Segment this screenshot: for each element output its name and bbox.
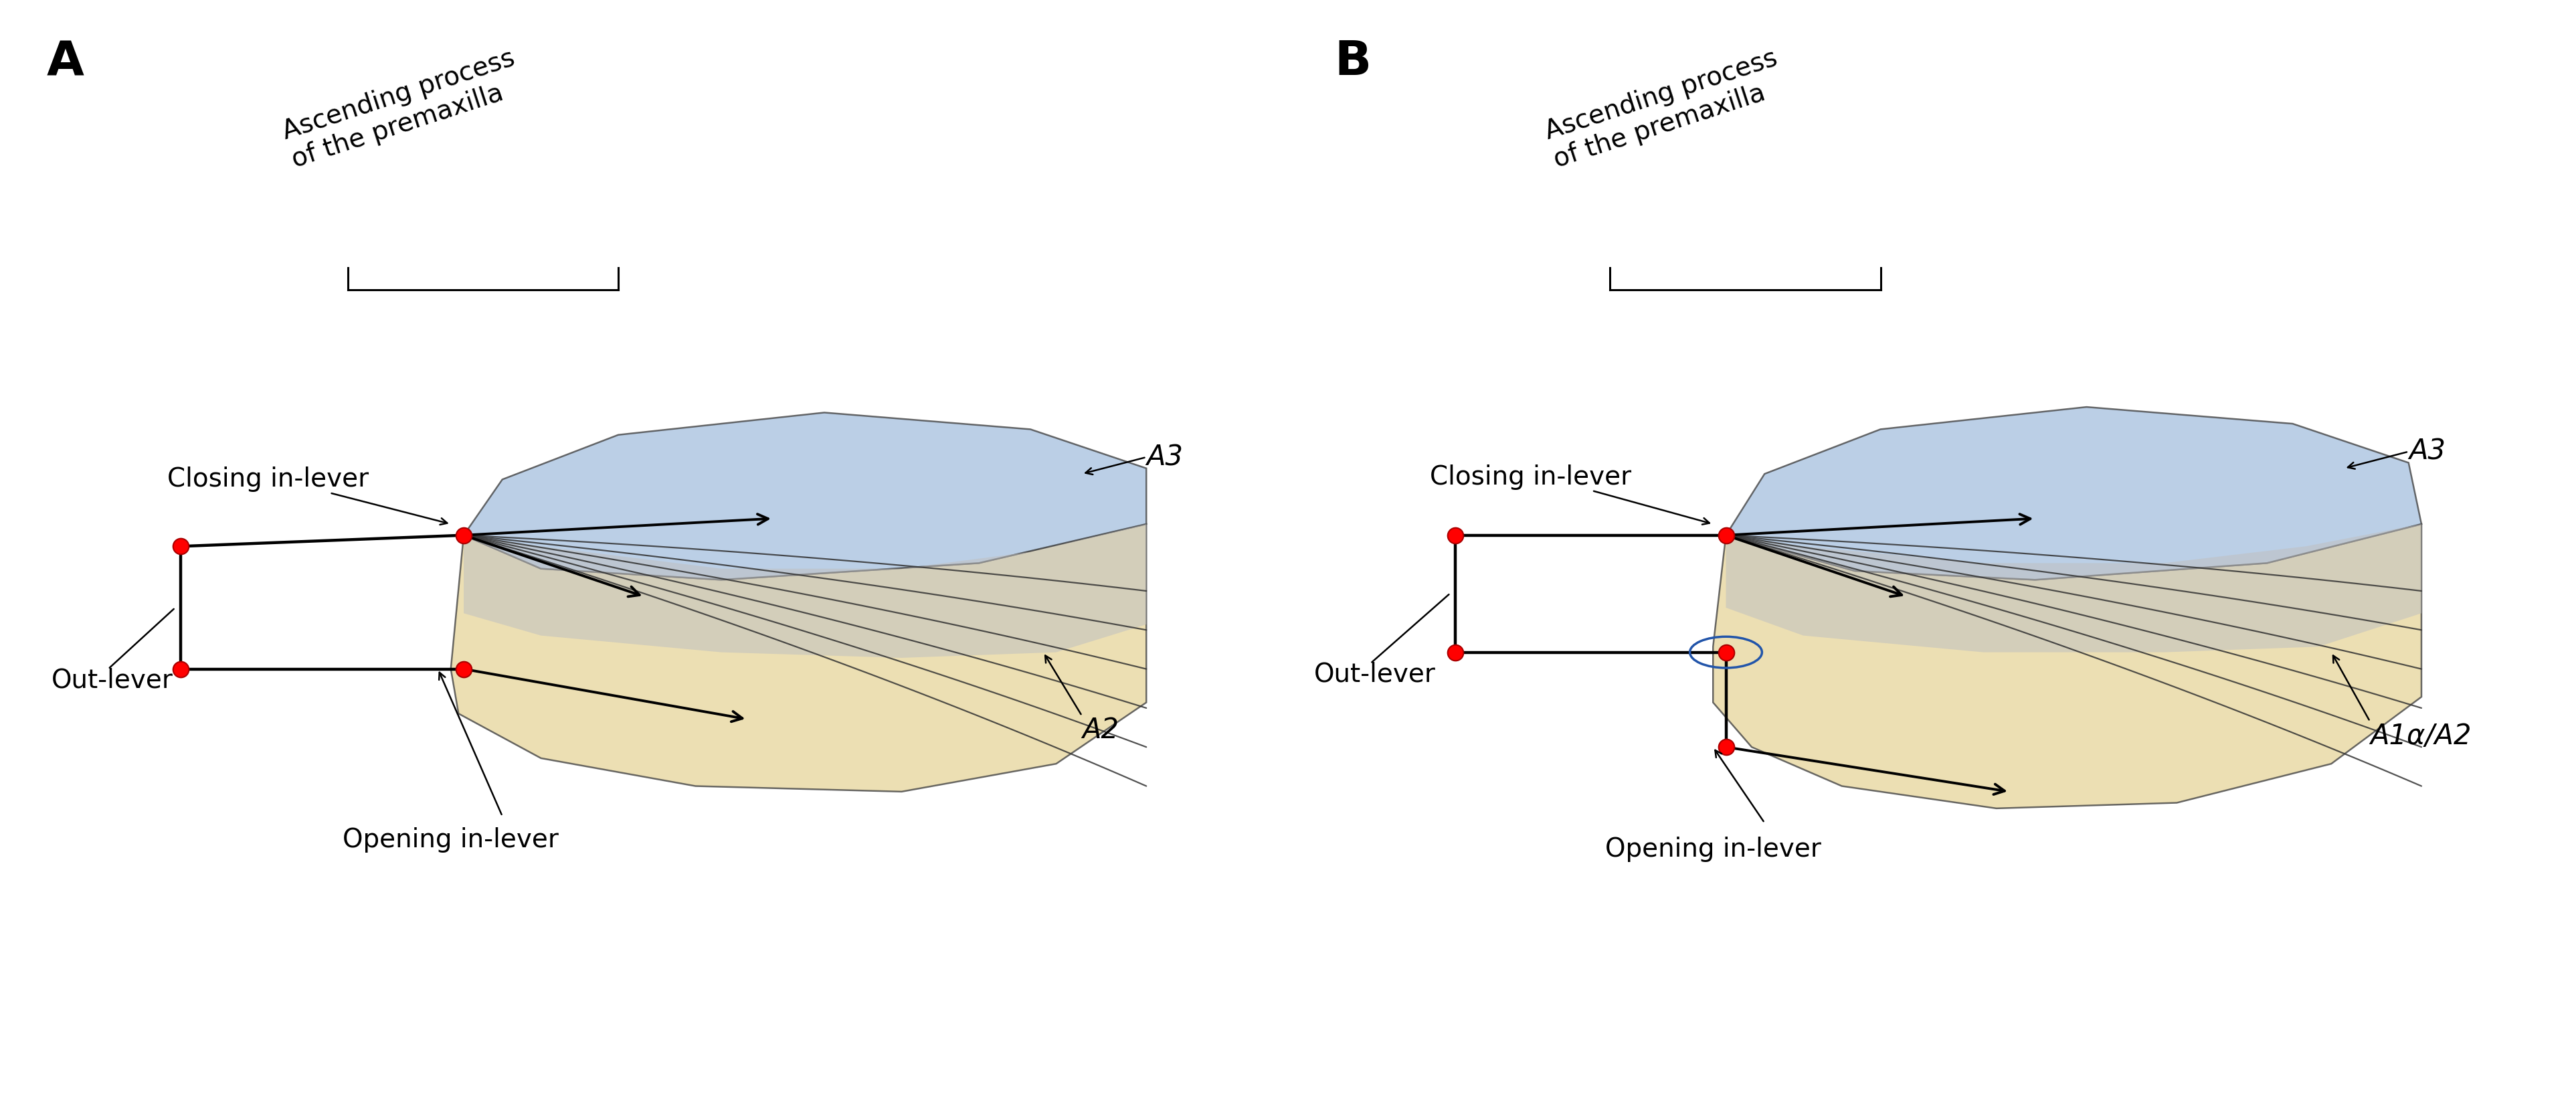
Polygon shape [1726, 524, 2421, 652]
Polygon shape [1713, 524, 2421, 808]
Text: Opening in-lever: Opening in-lever [343, 827, 559, 853]
Text: Ascending process
of the premaxilla: Ascending process of the premaxilla [278, 46, 528, 173]
Polygon shape [464, 413, 1146, 580]
Text: A3: A3 [1146, 443, 1182, 472]
Text: A: A [46, 39, 85, 85]
Polygon shape [451, 524, 1146, 792]
Text: Ascending process
of the premaxilla: Ascending process of the premaxilla [1540, 46, 1790, 173]
Text: A1α/A2: A1α/A2 [2370, 721, 2470, 750]
Text: Closing in-lever: Closing in-lever [167, 467, 368, 492]
Text: Out-lever: Out-lever [1314, 662, 1435, 687]
Text: Out-lever: Out-lever [52, 668, 173, 692]
Text: Closing in-lever: Closing in-lever [1430, 465, 1631, 489]
Polygon shape [464, 524, 1146, 658]
Text: Opening in-lever: Opening in-lever [1605, 836, 1821, 862]
Text: A2: A2 [1082, 716, 1118, 745]
Text: A3: A3 [2409, 437, 2445, 466]
Polygon shape [1726, 407, 2421, 580]
Text: B: B [1334, 39, 1370, 85]
